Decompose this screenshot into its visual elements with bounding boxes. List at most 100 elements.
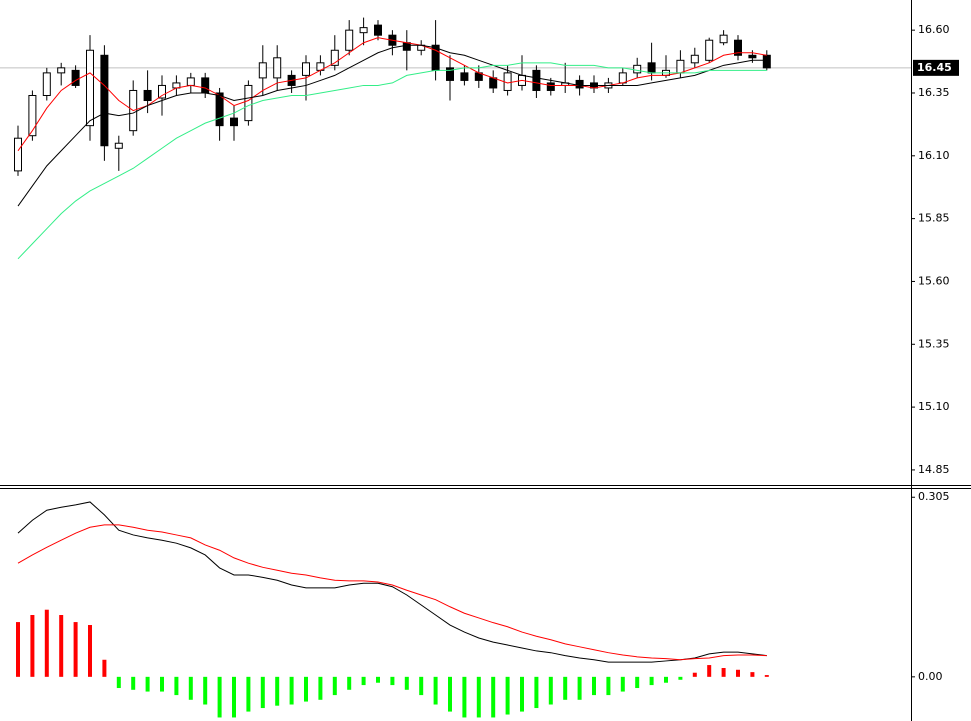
histogram-bar [289, 676, 294, 705]
histogram-bar [217, 676, 222, 718]
histogram-bar [174, 676, 179, 696]
candle-body [302, 62, 310, 76]
y-tick-label: 16.10 [918, 149, 950, 162]
candle-body [57, 67, 66, 74]
histogram-bar [678, 676, 683, 680]
histogram-bar [102, 659, 107, 677]
histogram-bar [505, 676, 510, 715]
y-tick-label: 15.10 [918, 400, 950, 413]
candle-body [762, 54, 771, 69]
histogram-bar [332, 676, 337, 696]
candle-body [374, 24, 382, 36]
candle-body [215, 92, 224, 127]
candle-body [719, 34, 728, 44]
candle-body [86, 49, 94, 127]
candle-body [244, 84, 253, 122]
histogram-bar [376, 676, 380, 683]
histogram-bar [476, 676, 481, 718]
candle-body [460, 72, 469, 81]
histogram-bar [577, 676, 582, 700]
histogram-bar [145, 676, 150, 692]
candle-body [143, 89, 152, 102]
histogram-bar [548, 676, 553, 705]
candle-body [734, 39, 742, 56]
candle-body [402, 42, 411, 51]
histogram-bar [462, 676, 467, 718]
candle-body [748, 54, 757, 59]
histogram-bar [260, 676, 265, 709]
candle-body [489, 77, 498, 89]
y-tick-label: 0.305 [918, 490, 950, 503]
candle-body [28, 94, 37, 137]
histogram-bar [563, 676, 568, 700]
candle-body [330, 49, 339, 66]
histogram-bar [361, 676, 366, 686]
y-tick-label: 15.60 [918, 274, 950, 287]
y-tick-label: 0.00 [918, 670, 943, 683]
histogram-bar [692, 672, 697, 677]
histogram-bar [419, 676, 424, 696]
histogram-bar [664, 676, 668, 683]
y-tick-label: 16.35 [918, 86, 950, 99]
histogram-bar [764, 675, 769, 677]
candle-body [618, 72, 627, 84]
histogram-bar [131, 676, 136, 690]
histogram-bar [404, 676, 409, 690]
candle-body [647, 62, 656, 74]
moving-average-line [17, 37, 767, 152]
histogram-bar [232, 676, 236, 718]
candle-body [676, 59, 685, 74]
candle-body [186, 77, 195, 86]
candle-body [230, 117, 238, 127]
candle-body [546, 82, 555, 91]
candle-body [258, 62, 267, 79]
histogram-bar [44, 609, 49, 677]
y-tick-label: 14.85 [918, 463, 950, 476]
histogram-bar [491, 676, 496, 718]
histogram-bar [649, 676, 654, 686]
histogram-bar [721, 668, 726, 677]
candle-body [158, 84, 166, 99]
candle-body [633, 64, 642, 74]
candle-body [705, 39, 714, 61]
candle-body [345, 29, 354, 51]
macd-line [17, 501, 767, 663]
histogram-bar [160, 676, 164, 692]
last-price-box [913, 59, 959, 76]
histogram-bar [750, 672, 755, 677]
histogram-bar [390, 676, 395, 686]
histogram-bar [534, 676, 539, 709]
candle-body [14, 137, 22, 172]
histogram-bar [304, 676, 308, 702]
last-price-label: 16.45 [917, 61, 952, 74]
histogram-bar [707, 665, 712, 677]
y-tick-label: 15.85 [918, 212, 950, 225]
candle-body [446, 67, 454, 81]
candle-body [575, 79, 584, 89]
histogram-bar [520, 676, 524, 712]
y-tick-label: 15.35 [918, 337, 950, 350]
histogram-bar [318, 676, 323, 700]
histogram-bar [16, 622, 20, 677]
histogram-bar [246, 676, 251, 712]
histogram-bar [116, 676, 121, 689]
histogram-bar [347, 676, 352, 690]
moving-average-line [17, 62, 767, 260]
candle-body [690, 54, 699, 64]
histogram-bar [275, 676, 280, 706]
histogram-bar [620, 676, 625, 692]
histogram-bar [592, 676, 596, 696]
histogram-bar [188, 676, 193, 700]
histogram-bar [30, 615, 35, 677]
y-tick-label: 16.60 [918, 23, 950, 36]
candle-body [532, 69, 541, 91]
histogram-bar [635, 676, 640, 689]
candle-body [42, 72, 51, 96]
histogram-bar [203, 676, 208, 705]
candle-body [273, 57, 282, 79]
histogram-bar [736, 669, 740, 677]
histogram-bar [606, 676, 611, 696]
candle-body [100, 54, 109, 147]
